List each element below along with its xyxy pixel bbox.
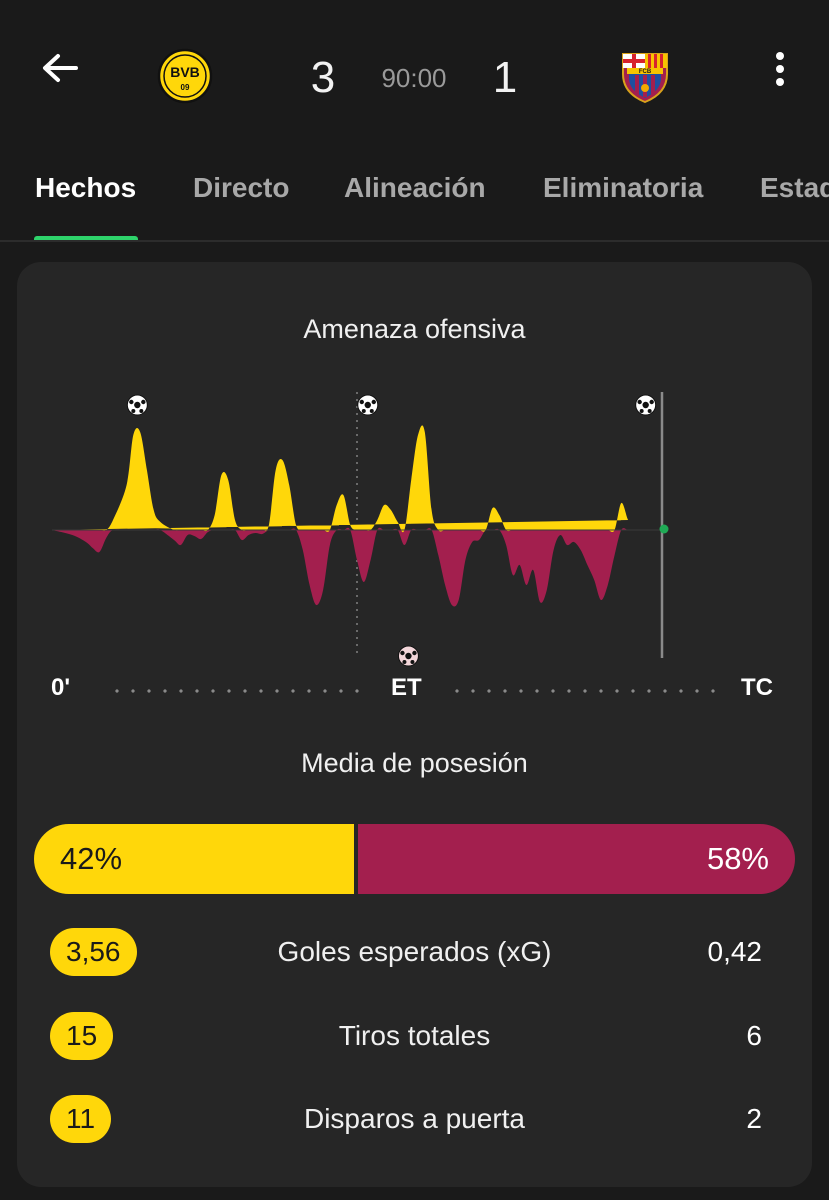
tab-hechos[interactable]: Hechos (35, 172, 137, 203)
home-goal-ball-icon (126, 394, 148, 416)
match-facts-card: Amenaza ofensiva 0' ET TC Media de poses… (17, 262, 812, 1187)
away-score: 1 (492, 53, 518, 102)
possession-title: Media de posesión (301, 748, 528, 778)
stat-home-value: 3,56 (50, 928, 137, 976)
possession-away-fill (358, 824, 795, 894)
tab-bar: Hechos Directo Alineación Eliminatoria E… (0, 150, 829, 242)
current-minute-dot (659, 524, 669, 534)
active-tab-indicator (34, 236, 138, 240)
timeline-dots-first-half (109, 689, 371, 693)
stat-row-total-shots[interactable]: 15 Tiros totales 6 (17, 1012, 812, 1060)
momentum-area-home (52, 425, 629, 533)
tab-directo[interactable]: Directo (193, 172, 290, 203)
stat-label: Disparos a puerta (303, 1103, 525, 1134)
stat-label: Tiros totales (338, 1020, 491, 1051)
stat-away-value: 2 (746, 1103, 762, 1134)
home-goal-ball-icon (635, 394, 657, 416)
timeline-start-label: 0' (51, 674, 71, 701)
home-crest-text: BVB (170, 64, 200, 80)
back-button[interactable] (36, 48, 84, 92)
stat-row-shots-on-target[interactable]: 11 Disparos a puerta 2 (17, 1095, 812, 1143)
timeline-half-label: ET (391, 674, 422, 701)
possession-home-value: 42% (60, 841, 123, 876)
home-team-crest[interactable]: BVB 09 (157, 48, 213, 104)
more-options-button[interactable] (762, 48, 798, 92)
stat-row-xg[interactable]: 3,56 Goles esperados (xG) 0,42 (17, 928, 812, 976)
stat-home-value: 15 (50, 1012, 114, 1060)
momentum-area-away (52, 527, 629, 607)
away-crest-text: FCB (639, 69, 652, 75)
home-crest-year: 09 (181, 83, 190, 92)
stat-home-value: 11 (50, 1095, 112, 1143)
possession-away-value: 58% (706, 841, 769, 876)
arrow-left-icon (43, 54, 78, 82)
match-timeline: 0' ET TC (17, 672, 812, 712)
timeline-end-label: TC (741, 674, 773, 701)
timeline-dots-second-half (449, 689, 727, 693)
match-header: BVB 09 3 90:00 1 FCB (0, 0, 829, 150)
stat-away-value: 0,42 (707, 936, 763, 967)
match-clock: 90:00 (381, 63, 447, 93)
home-goal-ball-icon (357, 394, 379, 416)
tab-alineacion[interactable]: Alineación (344, 172, 486, 203)
away-goal-ball-icon (397, 645, 419, 667)
tab-eliminatoria[interactable]: Eliminatoria (543, 172, 704, 203)
stat-away-value: 6 (746, 1020, 762, 1051)
tab-estadisticas[interactable]: Estadísticas (760, 172, 829, 203)
possession-home-fill (34, 824, 354, 894)
possession-bar: 42% 58% (34, 824, 795, 894)
home-score: 3 (310, 53, 336, 102)
momentum-title: Amenaza ofensiva (303, 314, 526, 344)
stat-label: Goles esperados (xG) (277, 936, 552, 967)
more-vertical-icon (776, 52, 784, 86)
momentum-chart (52, 392, 669, 667)
away-team-crest[interactable]: FCB (617, 48, 673, 104)
